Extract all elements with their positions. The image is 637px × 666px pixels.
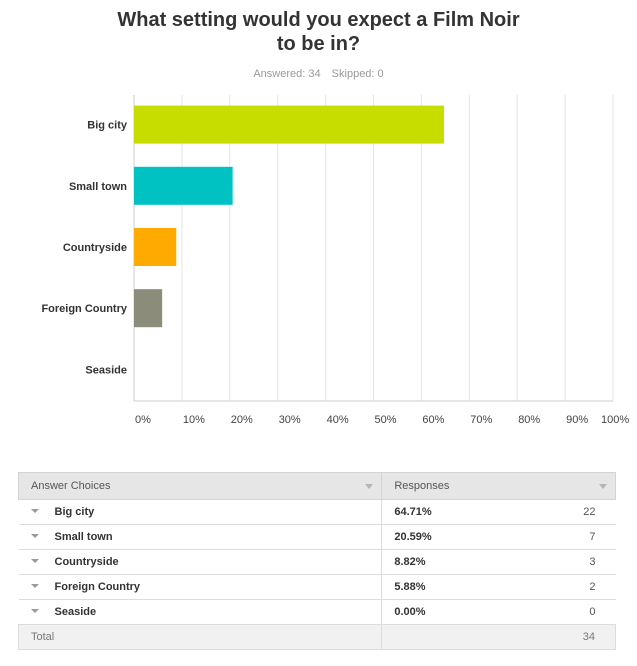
bar-small-town: [134, 166, 233, 205]
expand-caret-icon[interactable]: [30, 509, 39, 514]
x-tick-label: 30%: [279, 414, 301, 426]
response-percent: 20.59%: [381, 524, 499, 550]
answer-choice-cell: Foreign Country: [18, 574, 382, 600]
sort-caret-icon[interactable]: [365, 484, 374, 489]
table-row: Small town 20.59% 7: [18, 524, 616, 550]
x-tick-label: 70%: [470, 414, 492, 426]
responses-header-label: Responses: [394, 480, 450, 492]
x-tick-label: 20%: [231, 414, 253, 426]
x-tick-label: 100%: [601, 414, 629, 426]
responses-table: Answer Choices Responses Big city 64.71% 2…: [17, 472, 616, 650]
table-row: Foreign Country 5.88% 2: [18, 574, 616, 600]
table-row: Seaside 0.00% 0: [18, 599, 616, 625]
response-percent: 5.88%: [381, 574, 499, 600]
response-count: 22: [498, 499, 616, 525]
bar-chart: 0% 10% 20% 30% 40% 50% 60% 70% 80% 90% 100% Big cit…: [41, 95, 629, 426]
answered-count: Answered: 34: [253, 68, 321, 80]
response-count: 0: [498, 599, 616, 625]
response-count: 7: [498, 524, 616, 550]
chart-title-line1: What setting would you expect a Film Noi…: [117, 9, 520, 31]
responses-header[interactable]: Responses: [381, 472, 616, 500]
response-count: 3: [498, 549, 616, 575]
answer-choice-label: Small town: [54, 531, 113, 543]
skipped-count: Skipped: 0: [331, 68, 384, 80]
expand-caret-icon[interactable]: [30, 534, 39, 539]
sort-caret-icon[interactable]: [599, 484, 607, 489]
answer-choice-label: Big city: [54, 506, 95, 518]
answer-choices-header-label: Answer Choices: [31, 480, 111, 492]
answer-choice-cell: Seaside: [18, 599, 382, 625]
answer-choices-header[interactable]: Answer Choices: [17, 472, 383, 500]
x-tick-label: 0%: [135, 414, 151, 426]
bar-foreign-country: [134, 289, 163, 328]
answer-choice-label: Countryside: [54, 556, 119, 568]
answer-choice-label: Seaside: [54, 606, 97, 618]
answer-choice-label: Foreign Country: [54, 581, 141, 593]
bar-big-city: [134, 105, 444, 144]
response-percent: 8.82%: [381, 549, 499, 575]
category-label: Big city: [87, 120, 128, 132]
response-summary: Answered: 34 Skipped: 0: [0, 68, 637, 80]
x-tick-label: 90%: [566, 414, 588, 426]
x-tick-label: 10%: [183, 414, 205, 426]
x-tick-label: 80%: [518, 414, 540, 426]
chart-title-line2: to be in?: [276, 33, 361, 55]
expand-caret-icon[interactable]: [30, 609, 39, 614]
x-tick-label: 40%: [327, 414, 349, 426]
category-label: Small town: [69, 181, 127, 193]
response-percent: 0.00%: [381, 599, 499, 625]
answer-choice-cell: Countryside: [18, 549, 382, 575]
table-row: Countryside 8.82% 3: [18, 549, 616, 575]
answer-choice-cell: Small town: [18, 524, 382, 550]
expand-caret-icon[interactable]: [30, 559, 39, 564]
category-label: Countryside: [63, 242, 127, 254]
total-value: 34: [381, 624, 616, 650]
expand-caret-icon[interactable]: [30, 584, 39, 589]
category-label: Foreign Country: [41, 303, 127, 315]
category-label: Seaside: [85, 364, 127, 376]
answer-choice-cell: Big city: [18, 499, 382, 525]
total-label: Total: [17, 624, 383, 650]
response-count: 2: [498, 574, 616, 600]
x-tick-label: 60%: [422, 414, 444, 426]
x-tick-label: 50%: [375, 414, 397, 426]
bar-countryside: [134, 228, 177, 266]
response-percent: 64.71%: [381, 499, 499, 525]
table-row: Big city 64.71% 22: [18, 499, 616, 525]
chart-title: What setting would you expect a Film Noi…: [0, 8, 637, 56]
